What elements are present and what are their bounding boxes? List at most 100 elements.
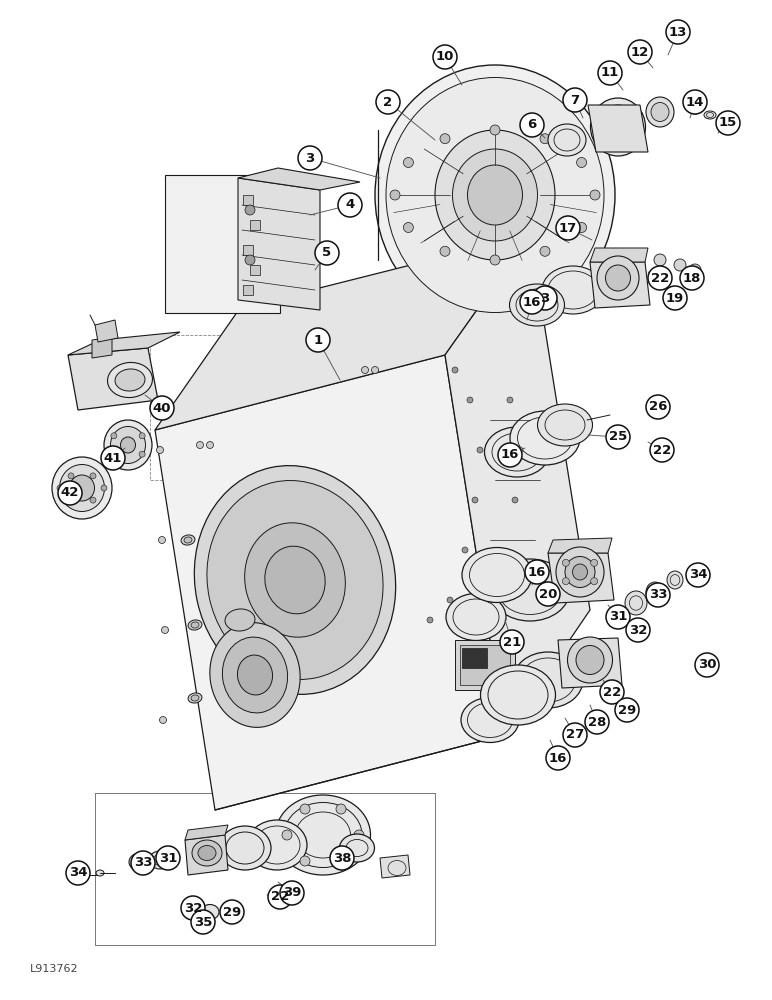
Circle shape [626,618,650,642]
Polygon shape [590,262,650,308]
Text: 18: 18 [682,271,701,284]
Circle shape [330,846,354,870]
Circle shape [606,425,630,449]
Bar [460,645,510,685]
Polygon shape [95,320,118,342]
Ellipse shape [115,369,145,391]
Circle shape [477,447,483,453]
Circle shape [101,446,125,470]
Circle shape [181,896,205,920]
Text: 26: 26 [648,400,667,414]
Ellipse shape [446,593,506,641]
Circle shape [58,481,82,505]
Text: 31: 31 [159,852,178,864]
Circle shape [590,190,600,200]
Circle shape [517,447,523,453]
Text: 10: 10 [436,50,454,64]
Text: 22: 22 [603,686,621,698]
Circle shape [90,473,96,479]
Text: 22: 22 [651,271,669,284]
Ellipse shape [576,646,604,674]
Bar [250,265,260,275]
Circle shape [111,433,117,439]
Polygon shape [68,332,180,355]
Ellipse shape [597,105,639,149]
Polygon shape [588,105,648,152]
Circle shape [680,266,704,290]
Text: 4: 4 [345,198,354,212]
Circle shape [490,255,500,265]
Circle shape [695,653,719,677]
Text: 3: 3 [306,151,315,164]
Text: 28: 28 [587,716,606,728]
Text: 7: 7 [571,94,580,106]
Ellipse shape [689,106,701,114]
Ellipse shape [386,78,604,312]
Text: 27: 27 [566,728,584,742]
Circle shape [462,547,468,553]
Bar [243,195,253,205]
Ellipse shape [107,362,152,398]
Ellipse shape [537,404,592,446]
Ellipse shape [597,256,639,300]
Ellipse shape [607,115,629,138]
Text: 34: 34 [69,866,87,880]
Polygon shape [590,248,648,262]
Ellipse shape [567,637,612,683]
Circle shape [440,134,450,144]
Ellipse shape [452,149,537,241]
Circle shape [577,223,587,232]
Text: 34: 34 [689,568,707,582]
Circle shape [300,804,310,814]
Circle shape [90,497,96,503]
Ellipse shape [110,426,145,464]
Circle shape [525,560,549,584]
Circle shape [686,563,710,587]
Text: 33: 33 [134,856,152,869]
Circle shape [606,605,630,629]
Circle shape [540,246,550,256]
Circle shape [427,617,433,623]
Circle shape [131,851,155,875]
Circle shape [683,90,707,114]
Circle shape [101,485,107,491]
Text: 16: 16 [523,296,541,308]
Circle shape [68,497,74,503]
Circle shape [646,395,670,419]
Text: 13: 13 [669,25,687,38]
Text: 40: 40 [153,401,171,414]
Circle shape [507,397,513,403]
Text: 30: 30 [698,658,716,672]
Text: 33: 33 [648,588,667,601]
Circle shape [354,830,364,840]
Ellipse shape [207,481,383,679]
Circle shape [520,113,544,137]
Ellipse shape [78,872,86,878]
Circle shape [674,259,686,271]
Ellipse shape [195,466,396,694]
Circle shape [447,597,453,603]
Text: 31: 31 [609,610,627,624]
Text: 22: 22 [653,444,671,456]
Text: 39: 39 [283,886,301,900]
Ellipse shape [149,851,171,869]
Circle shape [390,190,400,200]
Circle shape [585,710,609,734]
Circle shape [158,536,165,544]
Ellipse shape [59,464,104,512]
Circle shape [536,582,560,606]
Ellipse shape [104,420,152,470]
Ellipse shape [510,284,564,326]
Polygon shape [238,178,320,310]
Ellipse shape [548,124,586,156]
Text: 21: 21 [503,636,521,648]
Circle shape [371,366,378,373]
Text: 38: 38 [333,852,351,864]
Circle shape [298,146,322,170]
Ellipse shape [556,547,604,597]
Ellipse shape [188,693,202,703]
Circle shape [156,846,180,870]
Ellipse shape [704,111,716,119]
Circle shape [512,497,518,503]
Circle shape [306,328,330,352]
